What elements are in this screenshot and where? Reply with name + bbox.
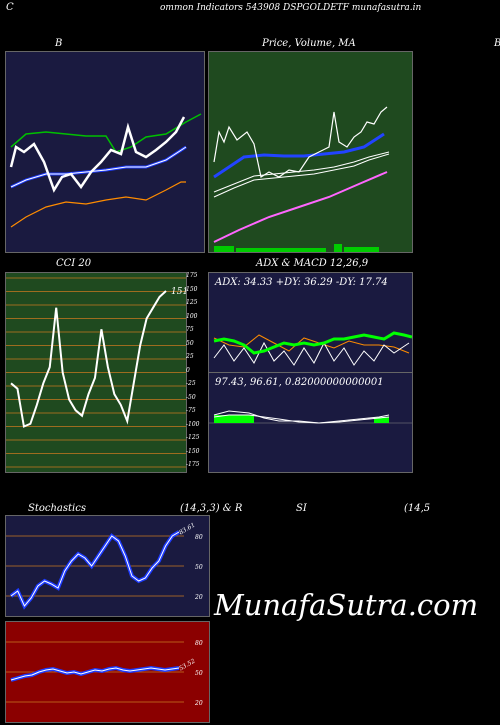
bollinger-lower-line: [10, 181, 186, 228]
stochastics-signal-line: [10, 531, 180, 607]
macd-chart: 97.43, 96.61, 0.82000000000001: [208, 372, 413, 473]
cci-tick-label: -150: [186, 447, 200, 455]
cci-tick-label: -175: [186, 461, 200, 468]
rsi-tick-label: 20: [194, 700, 203, 707]
price-svg: [213, 106, 390, 252]
cci-axis: 175 150 125 100 75 50 25 0 -25 -50 -75 -100 -125 -150…: [186, 272, 208, 471]
rsi-last-value: 53.52: [178, 658, 197, 673]
cci-tick-label: 100: [186, 312, 198, 320]
macd-signal-line: [213, 414, 390, 424]
volume-bar: [344, 247, 379, 252]
adx-plus-line: [213, 341, 410, 366]
cci-tick-label: 25: [186, 353, 194, 360]
stochastics-last-value: 83.61: [178, 522, 196, 537]
macd-readout: 97.43, 96.61, 0.82000000000001: [215, 377, 384, 388]
adx-line: [213, 331, 412, 355]
volume-bar: [214, 246, 234, 252]
price-right-letter: B: [494, 38, 500, 49]
adx-label: ADX & MACD 12,26,9: [256, 258, 369, 269]
rsi-tick-label: 50: [195, 670, 203, 677]
adx-svg: [213, 331, 412, 366]
price-chart: [208, 51, 413, 253]
cci-label: CCI 20: [56, 258, 92, 269]
bollinger-mid-line: [10, 145, 187, 189]
bollinger-chart: [5, 51, 205, 253]
rsi-tick-label: 80: [195, 640, 203, 647]
cci-tick-label: -25: [186, 380, 196, 387]
macd-line: [213, 410, 390, 424]
cci-tick-label: 75: [186, 326, 194, 333]
stochastics-label: Stochastics: [28, 503, 86, 514]
cci-chart: 151: [5, 272, 187, 473]
rsi-svg: 80 50 20 53.52: [6, 640, 203, 707]
volume-bars: [214, 244, 379, 252]
macd-histogram: [214, 415, 254, 423]
cci-last-value: 151: [171, 287, 186, 297]
macd-histogram: [374, 417, 389, 423]
price-ma-slow-line-2: [213, 153, 390, 198]
price-ma-slow-line: [213, 151, 390, 193]
bollinger-mid-line-inner: [10, 146, 187, 188]
rsi-chart: 80 50 20 53.52: [5, 621, 210, 723]
cci-tick-label: -100: [186, 420, 200, 428]
rsi-signal-line: [10, 667, 180, 681]
bollinger-upper-line: [10, 113, 202, 153]
stochastics-tick-label: 80: [195, 534, 203, 541]
bollinger-label: B: [55, 38, 63, 49]
price-ma-long-line: [213, 171, 388, 243]
cci-tick-label: -75: [186, 407, 196, 414]
stochastics-svg: 80 50 20 83.61: [6, 522, 203, 610]
cci-tick-label: 0: [186, 366, 190, 374]
bollinger-svg: [9, 113, 202, 228]
cci-tick-label: 175: [186, 272, 198, 279]
cci-line: [10, 290, 167, 428]
watermark: MunafaSutra.com: [214, 588, 479, 622]
cci-tick-label: -125: [186, 434, 200, 441]
cci-tick-label: 125: [186, 299, 198, 306]
price-label: Price, Volume, MA: [262, 38, 356, 49]
adx-minus-line: [213, 334, 410, 354]
volume-bar: [334, 244, 342, 252]
stochastics-params: (14,3,3) & R: [180, 503, 243, 514]
stochastics-line: [9, 530, 181, 610]
cci-tick-label: 50: [186, 339, 194, 347]
bollinger-price-line: [9, 116, 186, 193]
adx-readout: ADX: 34.33 +DY: 36.29 -DY: 17.74: [215, 277, 388, 288]
left-letter: C: [6, 2, 14, 13]
cci-svg: 151: [6, 277, 186, 468]
rsi-params: (14,5: [404, 503, 431, 514]
cci-tick-label: 150: [186, 285, 198, 293]
volume-bar: [236, 248, 326, 252]
price-line: [213, 106, 388, 178]
stochastics-tick-label: 20: [194, 594, 203, 601]
rsi-label: SI: [296, 503, 307, 514]
macd-svg: [209, 410, 412, 424]
stochastics-chart: 80 50 20 83.61: [5, 515, 210, 617]
stochastics-tick-label: 50: [195, 564, 203, 571]
cci-tick-label: -50: [186, 393, 196, 401]
page-title: ommon Indicators 543908 DSPGOLDETF munaf…: [160, 3, 422, 13]
adx-chart: ADX: 34.33 +DY: 36.29 -DY: 17.74: [208, 272, 413, 373]
price-ma-fast-line: [213, 132, 385, 179]
